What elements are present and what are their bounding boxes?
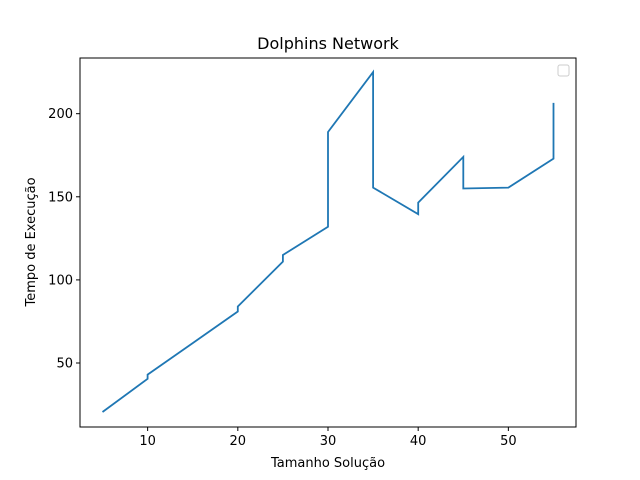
y-axis-label: Tempo de Execução [24, 177, 39, 307]
x-tick-label: 10 [139, 434, 156, 449]
y-tick-label: 50 [56, 357, 73, 372]
x-axis: 10 20 30 40 50 [139, 427, 517, 449]
chart-title: Dolphins Network [257, 34, 399, 53]
x-tick-label: 40 [410, 434, 427, 449]
x-tick-label: 30 [320, 434, 337, 449]
y-axis: 50 100 150 200 [48, 107, 80, 372]
x-tick-label: 50 [500, 434, 517, 449]
series-layer [101, 69, 555, 413]
y-tick-label: 150 [48, 190, 73, 205]
legend-box [557, 64, 570, 77]
y-tick-label: 200 [48, 107, 73, 122]
x-tick-label: 20 [230, 434, 247, 449]
x-axis-label: Tamanho Solução [270, 456, 385, 471]
series-line [101, 69, 555, 413]
y-tick-label: 100 [48, 273, 73, 288]
